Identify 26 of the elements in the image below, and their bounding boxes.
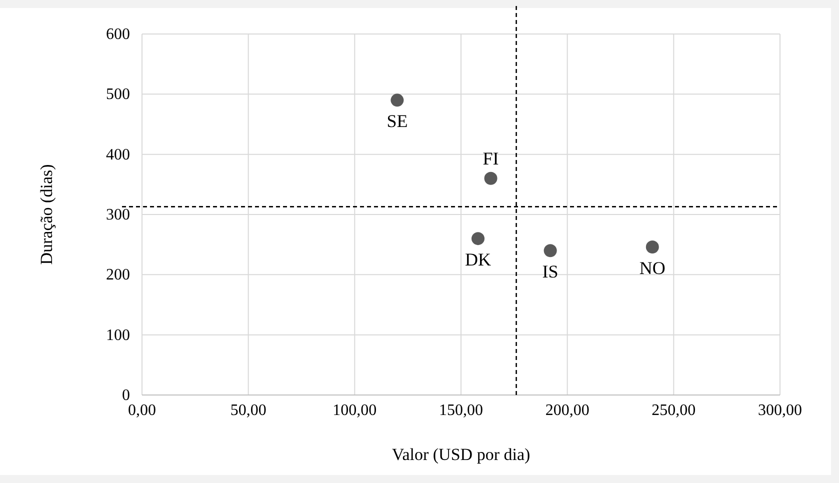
point — [484, 172, 498, 185]
y-tick-label: 100 — [106, 326, 130, 344]
annotation: IS — [542, 262, 558, 282]
x-tick-label: 0,00 — [128, 402, 156, 419]
x-tick-label: 300,00 — [758, 402, 802, 419]
x-tick-label: 200,00 — [545, 402, 590, 419]
annotation: FI — [482, 148, 499, 168]
x-tick-label: 50,00 — [230, 402, 266, 419]
y-tick-label: 500 — [106, 86, 130, 104]
y-tick-label: 400 — [106, 146, 130, 164]
x-tick-label: 100,00 — [332, 402, 377, 419]
x-tick-label: 150,00 — [439, 402, 483, 419]
point — [472, 232, 485, 246]
x-axis-title: Valor (USD por dia) — [392, 445, 530, 464]
point — [646, 240, 659, 254]
point — [390, 94, 404, 107]
y-tick-label: 600 — [106, 26, 130, 43]
y-tick-label: 300 — [106, 206, 130, 224]
y-tick-label: 0 — [122, 387, 130, 404]
x-tick-label: 250,00 — [652, 402, 696, 419]
annotation: SE — [386, 111, 408, 132]
y-tick-label: 200 — [106, 266, 130, 284]
annotation: DK — [465, 250, 492, 270]
y-axis-title: Duração (dias) — [37, 164, 56, 265]
annotation: NO — [639, 258, 666, 278]
point — [544, 244, 557, 258]
